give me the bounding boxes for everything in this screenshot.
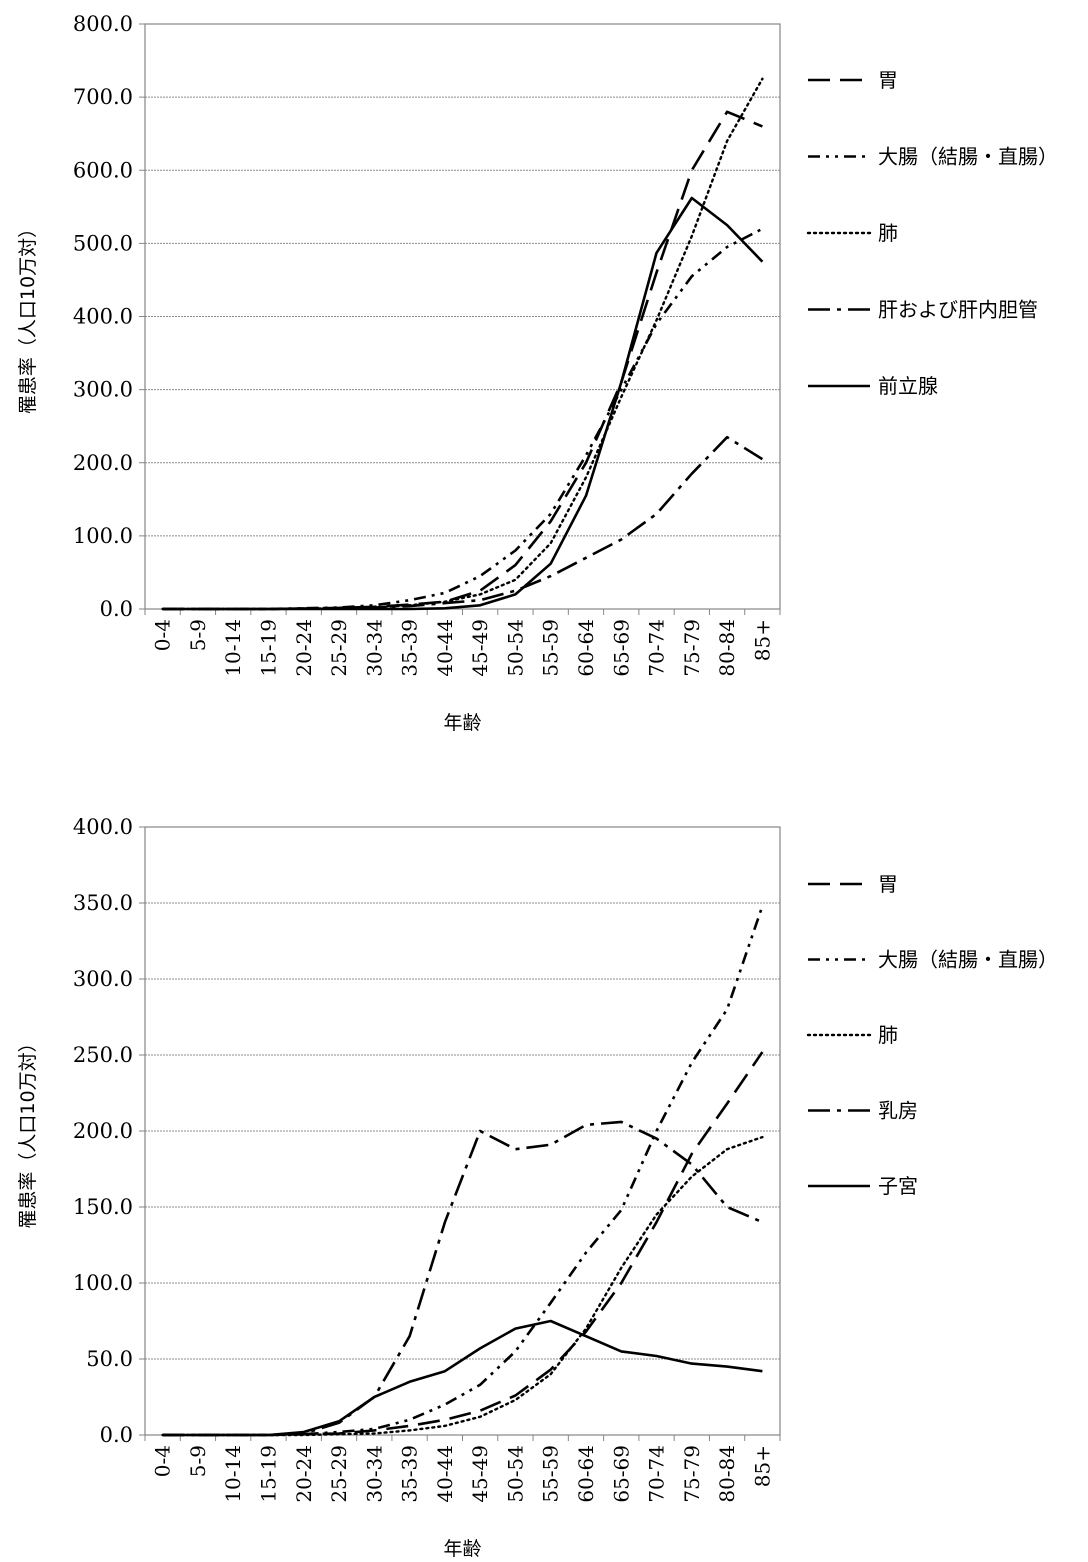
x-axis-title: 年齢 [443,1538,481,1560]
series-line-4 [162,435,764,611]
x-tick-label: 85+ [750,619,774,661]
y-tick-label: 250.0 [73,1043,133,1067]
y-tick-label: 50.0 [86,1347,133,1371]
y-tick-label: 0.0 [100,1423,133,1447]
x-tick-label: 35-39 [398,1445,422,1503]
x-tick-label: 50-54 [503,619,527,677]
legend-label: 子宮 [878,1174,918,1198]
x-tick-label: 15-19 [256,1445,280,1503]
x-tick-label: 15-19 [256,619,280,677]
legend-label: 前立腺 [878,374,938,398]
y-axis-title: 罹患率（人口10万対） [17,219,39,414]
x-tick-label: 25-29 [327,1445,351,1503]
x-tick-label: 5-9 [186,619,210,651]
plot-area-frame [144,23,781,610]
x-tick-label: 65-69 [609,1445,633,1503]
x-tick-label: 20-24 [292,619,316,677]
y-tick-label: 0.0 [100,597,133,621]
series-line-4 [162,1120,763,1437]
legend-label: 大腸（結腸・直腸） [878,948,1058,972]
x-tick-label: 60-64 [574,619,598,677]
x-tick-label: 25-29 [327,619,351,677]
y-tick-label: 300.0 [73,378,133,402]
x-tick-label: 45-49 [468,1445,492,1503]
series-line-5 [162,196,764,611]
series-line-2 [162,227,763,611]
chart-2: 0.0 50.0 100.0 150.0 200.0 250.0 300.0 350.0 400… [17,815,1058,1560]
y-tick-label: 400.0 [73,815,133,839]
legend-label: 肝および肝内胆管 [878,298,1038,322]
x-tick-label: 10-14 [221,619,245,677]
legend-label: 胃 [878,68,898,92]
y-tick-label: 100.0 [73,1271,133,1295]
x-tick-label: 75-79 [680,1445,704,1503]
x-tick-label: 55-59 [539,619,563,677]
chart-1: 0.0 100.0 200.0 300.0 400.0 500.0 600.0 700.0 80… [17,12,1058,734]
x-tick-label: 75-79 [680,619,704,677]
x-tick-label: 40-44 [433,1445,457,1503]
x-tick-label: 5-9 [186,1445,210,1477]
x-tick-label: 60-64 [574,1445,598,1503]
legend-label: 肺 [878,1023,898,1047]
y-tick-label: 300.0 [73,967,133,991]
legend-label: 大腸（結腸・直腸） [878,145,1058,169]
x-tick-label: 0-4 [151,1445,175,1477]
x-tick-label: 50-54 [503,1445,527,1503]
x-tick-label: 80-84 [715,1445,739,1503]
x-tick-label: 10-14 [221,1445,245,1503]
x-tick-label: 85+ [750,1445,774,1487]
series-line-3 [161,1135,764,1437]
y-tick-label: 400.0 [73,305,133,329]
x-tick-label: 65-69 [609,619,633,677]
gridlines [145,96,780,537]
x-tick-label: 0-4 [151,619,175,651]
legend-label: 肺 [878,221,898,245]
x-axis-title: 年齢 [443,712,481,734]
x-tick-label: 70-74 [645,1445,669,1503]
x-tick-label: 30-34 [362,619,386,677]
gridlines [145,902,780,1360]
legend-label: 乳房 [878,1099,918,1123]
x-tick-label: 40-44 [433,619,457,677]
x-tick-label: 30-34 [362,1445,386,1503]
plot-area-frame [144,826,781,1436]
series-line-3 [161,77,764,611]
x-tick-label: 80-84 [715,619,739,677]
y-tick-label: 100.0 [73,524,133,548]
y-tick-label: 800.0 [73,12,133,36]
y-tick-label: 200.0 [73,451,133,475]
y-tick-label: 150.0 [73,1195,133,1219]
y-tick-label: 500.0 [73,231,133,255]
y-tick-label: 200.0 [73,1119,133,1143]
x-tick-label: 55-59 [539,1445,563,1503]
y-axis-title: 罹患率（人口10万対） [17,1033,39,1228]
x-tick-label: 70-74 [645,619,669,677]
series-line-1 [162,1051,764,1437]
x-tick-label: 35-39 [398,619,422,677]
x-tick-label: 20-24 [292,1445,316,1503]
y-tick-label: 700.0 [73,85,133,109]
y-tick-label: 600.0 [73,158,133,182]
x-tick-label: 45-49 [468,619,492,677]
series-line-5 [162,1319,763,1437]
series-line-1 [162,110,763,611]
y-tick-label: 350.0 [73,891,133,915]
legend-label: 胃 [878,872,898,896]
series-line-2 [162,905,764,1437]
